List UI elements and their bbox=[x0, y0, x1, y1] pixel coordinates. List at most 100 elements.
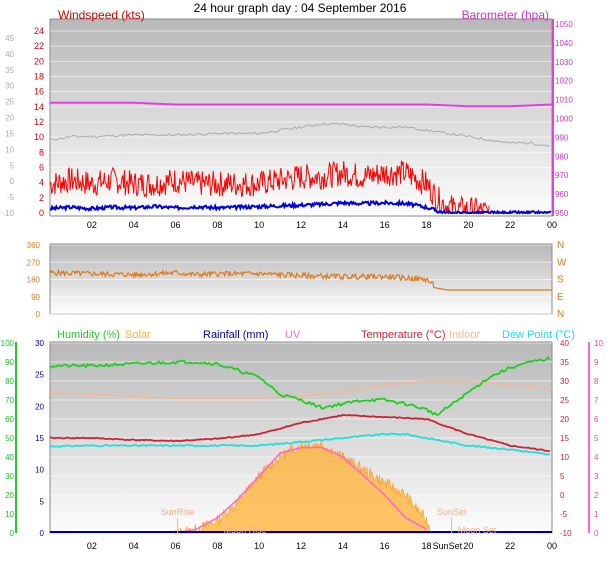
grey-tick-label: 25 bbox=[5, 98, 14, 107]
baro-tick-label: 1030 bbox=[555, 58, 573, 67]
time-tick-label: 08 bbox=[212, 220, 222, 230]
humidity-tick-label: 10 bbox=[5, 510, 14, 519]
uv-tick-label: 9 bbox=[594, 358, 599, 367]
annotation-label: Moon Set bbox=[458, 525, 497, 535]
wind-barometer-panel: Windspeed (kts) Barometer (hpa) 24 22 20 18… bbox=[2, 8, 573, 230]
uv-tick-label: 6 bbox=[594, 415, 599, 424]
compass-label: S bbox=[557, 275, 564, 286]
grey-tick-label: 30 bbox=[5, 82, 14, 91]
wind-tick-label: 24 bbox=[34, 26, 44, 36]
wind-tick-label: 18 bbox=[34, 72, 44, 82]
direction-series bbox=[49, 268, 552, 291]
grey-tick-label: -5 bbox=[7, 193, 15, 202]
legend-entry: UV bbox=[285, 329, 301, 341]
grey-tick-label: 40 bbox=[5, 50, 14, 59]
time-tick-label: 14 bbox=[338, 220, 348, 230]
temp-tick-label: -10 bbox=[560, 529, 572, 538]
legend-entry: Rainfall (mm) bbox=[203, 329, 268, 341]
time-tick-label: 14 bbox=[338, 541, 348, 551]
time-tick-label: 12 bbox=[296, 541, 306, 551]
rain-tick-label: 15 bbox=[35, 434, 44, 443]
humidity-tick-label: 80 bbox=[5, 377, 14, 386]
uv-tick-label: 7 bbox=[594, 396, 599, 405]
baro-tick-label: 980 bbox=[555, 152, 569, 161]
uv-tick-label: 5 bbox=[594, 434, 599, 443]
time-tick-label: 20 bbox=[463, 541, 473, 551]
dew-point-line bbox=[49, 432, 550, 456]
baro-tick-label: 950 bbox=[555, 209, 569, 218]
rain-tick-label: 0 bbox=[40, 529, 45, 538]
climate-series bbox=[49, 356, 553, 534]
direction-degree-label: 360 bbox=[27, 241, 41, 250]
baro-tick-label: 960 bbox=[555, 190, 569, 199]
time-tick-label: 02 bbox=[87, 541, 97, 551]
time-tick-label: 18 bbox=[421, 220, 431, 230]
grey-trace-line bbox=[49, 122, 550, 147]
uv-tick-label: 1 bbox=[594, 510, 599, 519]
annotation-label: SunSet bbox=[433, 541, 463, 551]
uv-tick-label: 3 bbox=[594, 472, 599, 481]
temperature-line bbox=[49, 413, 550, 452]
time-tick-label: 22 bbox=[505, 220, 515, 230]
wind-tick-label: 22 bbox=[34, 41, 44, 51]
legend-entry: Dew Point (°C) bbox=[502, 329, 575, 341]
uv-tick-label: 2 bbox=[594, 491, 599, 500]
temperature-tick-labels: 40 35 30 25 20 15 10 5 0 -5 -10 bbox=[560, 339, 572, 538]
time-tick-label: 20 bbox=[463, 220, 473, 230]
baro-tick-label: 1050 bbox=[555, 20, 573, 29]
time-tick-label: 10 bbox=[254, 220, 264, 230]
rain-tick-label: 10 bbox=[35, 466, 44, 475]
legend-entry: Humidity (%) bbox=[57, 329, 120, 341]
uv-tick-label: 0 bbox=[594, 529, 599, 538]
wind-tick-label: 20 bbox=[34, 56, 44, 66]
time-tick-label: 04 bbox=[129, 220, 139, 230]
wind-series bbox=[49, 101, 553, 215]
legend-entry: Indoor bbox=[449, 329, 481, 341]
time-tick-label: 10 bbox=[254, 541, 264, 551]
climate-legend: Humidity (%) Solar Rainfall (mm) UV Temperat… bbox=[57, 329, 575, 341]
time-tick-label: 06 bbox=[170, 541, 180, 551]
baro-tick-label: 1000 bbox=[555, 115, 573, 124]
humidity-tick-label: 20 bbox=[5, 491, 14, 500]
humidity-tick-label: 40 bbox=[5, 453, 14, 462]
time-tick-label: 16 bbox=[380, 541, 390, 551]
wind-time-tick-labels: 02 04 06 08 10 12 14 16 18 20 22 00 bbox=[87, 220, 557, 230]
uv-tick-label: 10 bbox=[594, 339, 603, 348]
time-tick-label: 18 bbox=[421, 541, 431, 551]
baro-tick-label: 990 bbox=[555, 133, 569, 142]
humidity-tick-label: 70 bbox=[5, 396, 14, 405]
wind-tick-label: 4 bbox=[39, 178, 44, 188]
time-tick-label: 02 bbox=[87, 220, 97, 230]
direction-gridlines bbox=[50, 244, 552, 315]
wind-average-line bbox=[49, 198, 552, 215]
legend-entry: Solar bbox=[125, 329, 151, 341]
temp-tick-label: 25 bbox=[560, 396, 569, 405]
direction-degree-labels: 360 270 180 90 0 bbox=[27, 241, 41, 319]
time-tick-label: 06 bbox=[170, 220, 180, 230]
annotation-label: SunSet bbox=[437, 507, 467, 517]
baro-axis-title: Barometer (hpa) bbox=[462, 8, 549, 22]
baro-tick-labels: 1050 1040 1030 1020 1010 1000 990 980 970 960 950 bbox=[552, 19, 573, 218]
grey-tick-label: 10 bbox=[5, 145, 14, 154]
direction-degree-label: 180 bbox=[27, 276, 41, 285]
direction-degree-label: 270 bbox=[27, 258, 41, 267]
temp-tick-label: 40 bbox=[560, 339, 569, 348]
solar-area bbox=[175, 441, 430, 534]
compass-label: E bbox=[557, 292, 564, 303]
wind-axis-title: Windspeed (kts) bbox=[58, 8, 145, 22]
temp-tick-label: 10 bbox=[560, 453, 569, 462]
time-tick-label: 00 bbox=[547, 541, 557, 551]
humidity-tick-label: 50 bbox=[5, 434, 14, 443]
grey-tick-label: 15 bbox=[5, 129, 14, 138]
humidity-tick-label: 0 bbox=[10, 529, 15, 538]
grey-tick-label: 45 bbox=[5, 34, 14, 43]
climate-time-tick-labels: 02 04 06 08 10 12 14 16 18 20 22 00 bbox=[87, 541, 557, 551]
compass-label: N bbox=[557, 240, 564, 251]
wind-speed-line bbox=[49, 160, 490, 215]
wind-secondary-tick-labels: 45 40 35 30 25 20 15 10 5 0 -5 -10 bbox=[2, 34, 14, 218]
baro-tick-label: 1020 bbox=[555, 77, 573, 86]
